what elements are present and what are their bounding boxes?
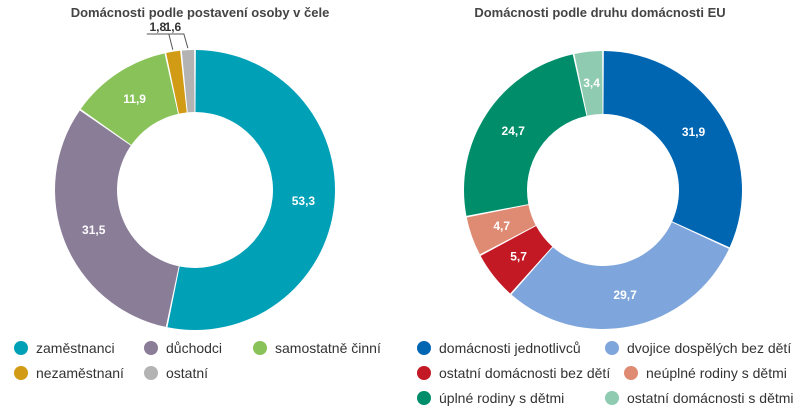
slice-zamestnanci [167, 50, 336, 330]
legend-label: domácnosti jednotlivců [439, 340, 581, 356]
slice-dvojice-dospelych-bez-deti [511, 222, 729, 329]
legend-label: ostatní domácnosti bez dětí [439, 365, 611, 381]
donut-chart-right: 31,9 29,7 5,7 4,7 24,7 3,4 [464, 51, 742, 329]
slice-samostatne-cinni [80, 53, 179, 145]
legend-swatch [417, 366, 431, 380]
data-label-domacnosti-jednotlivcu: 31,9 [682, 125, 706, 139]
slice-domacnosti-jednotlivcu [603, 51, 742, 248]
data-label-duchodci: 31,5 [82, 223, 106, 237]
chart-title: Domácnosti podle druhu domácnosti EU [474, 5, 726, 20]
legend-item-ostatni-bez-deti: ostatní domácnosti bez dětí [417, 365, 610, 381]
chart-right: Domácnosti podle druhu domácnosti EU 31,… [400, 0, 800, 414]
data-label-ostatni: 1,6 [165, 20, 182, 34]
data-label-neuplne-rodiny-s-detmi: 4,7 [493, 219, 510, 233]
data-label-zamestnanci: 53,3 [292, 194, 316, 208]
slice-duchodci [54, 110, 179, 327]
slice-ostatni-domacnosti-s-detmi [574, 51, 603, 116]
chart-left: Domácnosti podle postavení osoby v čele … [14, 5, 381, 381]
slice-uplne-rodiny-s-detmi [464, 54, 587, 216]
legend-label: nezaměstnaní [36, 365, 124, 381]
legend-item-zamestnanci: zaměstnanci [14, 340, 115, 356]
data-label-ostatni-domacnosti-bez-deti: 5,7 [510, 249, 527, 263]
legend-item-duchodci: důchodci [144, 340, 222, 356]
slice-nezamestnani [166, 50, 187, 114]
legend-item-domacnosti-jednotlivcu: domácnosti jednotlivců [417, 340, 581, 356]
legend-label: důchodci [166, 340, 223, 356]
legend-item-nezamestnani: nezaměstnaní [14, 365, 124, 381]
legend-item-ostatni-s-detmi: ostatní domácnosti s dětmi [605, 390, 794, 406]
legend-swatch [14, 341, 28, 355]
legend-item-uplne-rodiny: úplné rodiny s dětmi [417, 390, 564, 406]
legend-label: dvojice dospělých bez dětí [627, 340, 792, 356]
legend-item-samostatne-cinni: samostatně činní [253, 340, 381, 356]
legend-swatch [605, 391, 619, 405]
donut-chart-left: 53,3 31,5 11,9 1,81,6 [54, 20, 336, 330]
slice-ostatni [181, 50, 195, 113]
legend-label: ostatní domácnosti s dětmi [627, 390, 794, 406]
legend-label: samostatně činní [275, 340, 381, 356]
leader-line [146, 33, 174, 50]
legend-swatch [144, 366, 158, 380]
data-label-ostatni-domacnosti-s-detmi: 3,4 [583, 76, 600, 90]
legend-swatch [253, 341, 267, 355]
legend-swatch [417, 391, 431, 405]
legend-swatch [14, 366, 28, 380]
legend-item-neuplne-rodiny: neúplné rodiny s dětmi [624, 365, 787, 381]
slice-neuplne-rodiny-s-detmi [466, 205, 536, 255]
legend-swatch [417, 341, 431, 355]
legend-label: neúplné rodiny s dětmi [646, 365, 787, 381]
data-label-samostatne-cinni: 11,9 [123, 92, 146, 106]
legend-label: úplné rodiny s dětmi [439, 390, 565, 406]
data-label-nezamestnani: 1,8 [149, 20, 166, 34]
slice-ostatni-domacnosti-bez-deti [480, 226, 553, 294]
data-label-uplne-rodiny-s-detmi: 24,7 [502, 124, 526, 138]
chart-title: Domácnosti podle postavení osoby v čele [70, 5, 330, 20]
legend-label: ostatní [166, 365, 209, 381]
leader-line [161, 33, 189, 49]
legend-swatch [605, 341, 619, 355]
legend-item-ostatni: ostatní [144, 365, 208, 381]
legend-label: zaměstnanci [36, 340, 115, 356]
legend-swatch [624, 366, 638, 380]
legend-swatch [144, 341, 158, 355]
legend-item-dvojice-dospelych: dvojice dospělých bez dětí [605, 340, 791, 356]
data-label-dvojice-dospelych-bez-deti: 29,7 [613, 288, 637, 302]
